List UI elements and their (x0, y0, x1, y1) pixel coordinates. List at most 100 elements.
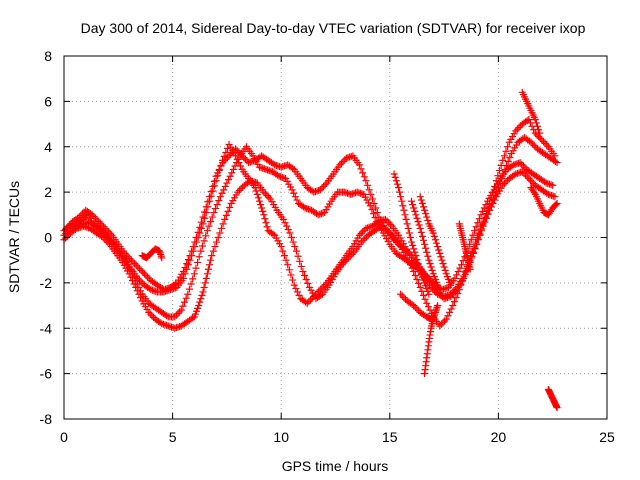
data-point-marker (295, 291, 303, 299)
data-point-marker (219, 159, 227, 167)
data-point-marker (437, 320, 445, 328)
data-point-marker (211, 205, 219, 213)
data-point-marker (105, 228, 113, 236)
series-track-3 (60, 134, 561, 332)
data-point-marker (199, 213, 207, 221)
data-point-marker (424, 303, 432, 311)
data-point-marker (434, 288, 442, 296)
data-point-marker (422, 244, 430, 252)
data-point-marker (439, 260, 447, 268)
data-point-marker (398, 292, 406, 300)
data-point-marker (78, 210, 86, 218)
data-point-marker (200, 237, 208, 245)
data-point-marker (512, 127, 520, 135)
data-point-marker (345, 254, 353, 262)
data-point-marker (132, 283, 140, 291)
data-point-marker (176, 308, 184, 316)
data-point-marker (213, 201, 221, 209)
data-point-marker (408, 264, 416, 272)
data-point-marker (370, 199, 378, 207)
data-point-marker (410, 204, 418, 212)
data-point-marker (142, 272, 150, 280)
data-point-marker (213, 238, 221, 246)
data-point-marker (506, 154, 514, 162)
series-segment-10 (544, 386, 561, 412)
data-point-marker (253, 190, 261, 198)
data-point-marker (285, 266, 293, 274)
data-point-marker (198, 242, 206, 250)
data-point-marker (238, 152, 246, 160)
data-point-marker (148, 312, 156, 320)
data-point-marker (208, 252, 216, 260)
data-point-marker (299, 203, 307, 211)
data-point-marker (100, 223, 108, 231)
data-point-marker (482, 210, 490, 218)
data-point-marker (145, 285, 153, 293)
data-point-marker (137, 266, 145, 274)
data-point-marker (447, 305, 455, 313)
data-point-marker (400, 294, 408, 302)
data-point-marker (393, 180, 401, 188)
data-point-marker (424, 216, 432, 224)
data-point-marker (197, 247, 205, 255)
data-point-marker (232, 145, 240, 153)
data-point-marker (436, 322, 444, 330)
data-point-marker (362, 177, 370, 185)
data-point-marker (121, 249, 129, 257)
data-point-marker (220, 157, 228, 165)
data-point-marker (518, 160, 526, 168)
data-point-marker (201, 279, 209, 287)
data-point-marker (494, 172, 502, 180)
data-point-marker (405, 229, 413, 237)
data-point-marker (65, 221, 73, 229)
data-point-marker (140, 270, 148, 278)
data-point-marker (199, 220, 207, 228)
data-point-marker (297, 262, 305, 270)
data-point-marker (435, 290, 443, 298)
data-point-marker (410, 302, 418, 310)
data-point-marker (189, 243, 197, 251)
data-point-marker (383, 217, 391, 225)
data-point-marker (388, 234, 396, 241)
data-point-marker (290, 189, 298, 197)
axis-ticks: 0 5 10 15 20 25 -8 -6 -4 -2 0 2 4 6 8 (40, 48, 615, 445)
data-point-marker (64, 223, 72, 231)
data-point-marker (541, 178, 549, 186)
data-point-marker (421, 295, 429, 303)
data-point-marker (131, 260, 139, 268)
data-point-marker (510, 171, 518, 179)
data-point-marker (409, 241, 417, 249)
data-point-marker (195, 302, 203, 310)
data-point-marker (99, 234, 107, 241)
data-point-marker (442, 315, 450, 323)
data-point-marker (415, 221, 423, 229)
data-point-marker (428, 266, 436, 274)
data-point-marker (273, 171, 281, 179)
data-point-marker (189, 314, 197, 322)
data-point-marker (286, 229, 294, 237)
data-point-marker (400, 206, 408, 214)
data-point-marker (225, 152, 233, 160)
data-point-marker (128, 277, 136, 285)
data-point-marker (214, 169, 222, 177)
data-point-marker (208, 213, 216, 221)
data-point-marker (394, 184, 402, 192)
data-point-marker (487, 194, 495, 202)
data-point-marker (472, 223, 480, 231)
series-segment-4 (416, 193, 455, 289)
data-point-marker (474, 219, 482, 227)
data-point-marker (63, 232, 71, 240)
data-point-marker (500, 152, 508, 160)
data-point-marker (124, 253, 132, 261)
data-point-marker (261, 190, 269, 198)
data-point-marker (473, 240, 481, 248)
data-point-marker (552, 201, 560, 209)
data-point-marker (294, 252, 302, 260)
data-point-marker (206, 193, 214, 201)
data-point-marker (130, 280, 138, 288)
data-point-marker (212, 172, 220, 180)
data-point-marker (125, 270, 133, 278)
data-point-marker (426, 306, 434, 314)
data-point-marker (349, 249, 357, 257)
data-point-marker (403, 247, 411, 255)
